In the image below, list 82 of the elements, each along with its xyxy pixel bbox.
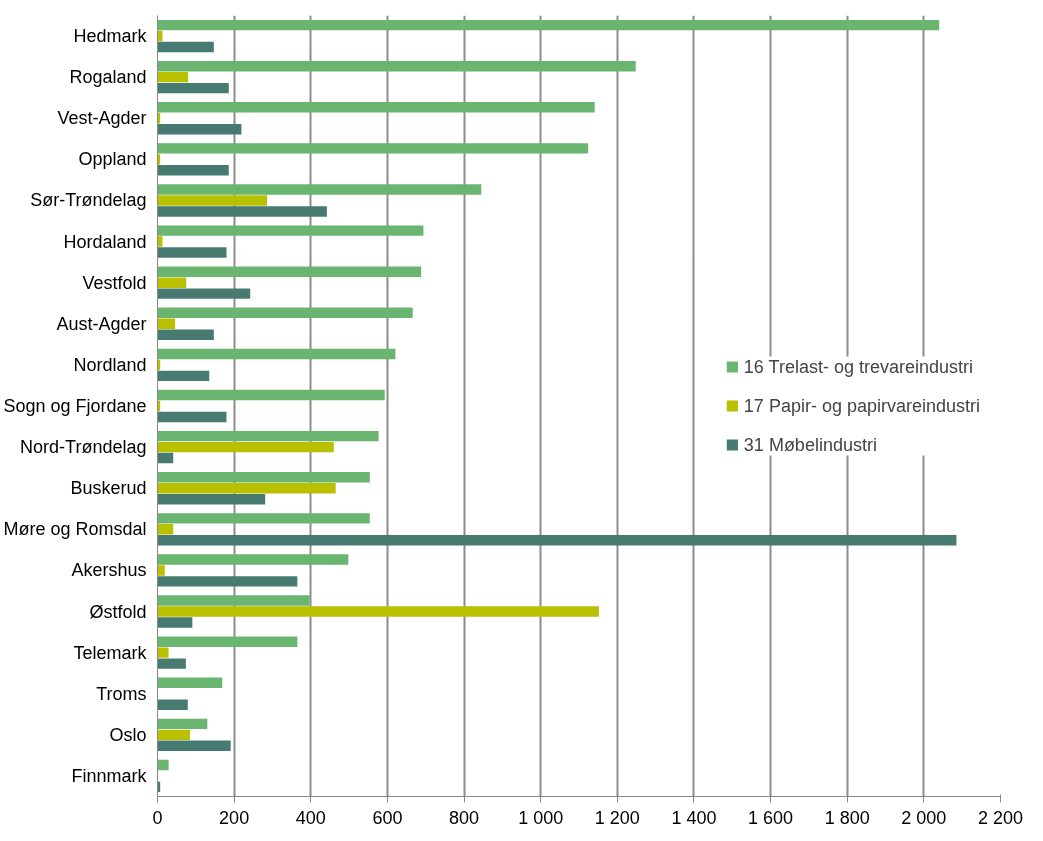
legend-label: 17 Papir- og papirvareindustri (743, 395, 980, 416)
bar (157, 82, 229, 94)
bar (157, 535, 957, 546)
x-tick-label: 800 (449, 807, 480, 828)
bar (157, 389, 385, 401)
x-tick-label: 1 000 (518, 807, 564, 828)
x-tick-label: 1 400 (671, 807, 717, 828)
y-tick-label: Oppland (78, 149, 147, 170)
bar (157, 472, 370, 483)
bar (157, 606, 599, 617)
bar (157, 225, 424, 236)
y-tick-label: Rogaland (69, 67, 147, 88)
bar (157, 143, 589, 154)
bar (157, 576, 298, 587)
bar (157, 699, 188, 710)
y-tick-label: Finnmark (71, 765, 148, 786)
bar (157, 524, 174, 535)
bar (157, 165, 229, 176)
bar (157, 195, 268, 206)
bar (157, 483, 336, 494)
y-tick-label: Vest-Agder (57, 108, 147, 129)
bar (157, 452, 174, 464)
bar (157, 759, 169, 771)
bar (157, 441, 334, 453)
bar (157, 206, 327, 217)
bar (157, 729, 191, 741)
x-tick-label: 2 200 (977, 807, 1024, 828)
legend-label: 31 Møbelindustri (743, 434, 877, 455)
bar (157, 740, 231, 752)
bar (157, 124, 242, 135)
y-tick-label: Aust-Agder (56, 313, 147, 334)
y-tick-label: Troms (96, 683, 147, 704)
x-tick-label: 1 800 (824, 807, 870, 828)
bar (157, 411, 227, 423)
bar (157, 318, 176, 329)
x-tick-label: 1 600 (748, 807, 794, 828)
x-tick-label: 200 (219, 807, 250, 828)
bar (157, 60, 636, 72)
y-tick-label: Telemark (73, 642, 148, 663)
y-tick-label: Vestfold (82, 272, 147, 293)
x-tick-label: 400 (295, 807, 326, 828)
bar (157, 348, 396, 360)
bar (157, 41, 214, 53)
bar (157, 718, 208, 730)
bar (157, 329, 214, 340)
bar (157, 184, 482, 195)
x-tick-label: 600 (372, 807, 403, 828)
bar (157, 266, 422, 277)
y-tick-label: Buskerud (70, 478, 147, 499)
x-tick-label: 1 200 (594, 807, 640, 828)
x-tick-label: 2 000 (901, 807, 947, 828)
bar (157, 647, 169, 658)
bar (157, 430, 379, 442)
bar (157, 636, 298, 647)
y-tick-label: Sør-Trøndelag (30, 190, 147, 211)
x-tick-label: 0 (152, 807, 163, 828)
bar (157, 370, 210, 382)
y-tick-label: Sogn og Fjordane (3, 396, 147, 416)
y-tick-label: Akershus (71, 560, 147, 581)
legend-label: 16 Trelast- og trevareindustri (743, 356, 973, 377)
bar (157, 288, 251, 299)
y-tick-label: Nordland (73, 354, 147, 375)
bar (157, 554, 349, 565)
bar (157, 247, 227, 258)
y-tick-label: Hordaland (63, 231, 147, 252)
y-tick-label: Nord-Trøndelag (20, 437, 147, 458)
y-tick-label: Hedmark (73, 26, 148, 47)
y-tick-label: Møre og Romsdal (3, 519, 147, 540)
bar (157, 277, 187, 288)
bar (157, 617, 193, 628)
bar (157, 493, 266, 505)
bar (157, 71, 189, 83)
y-tick-label: Oslo (109, 724, 147, 745)
bar (157, 307, 413, 319)
y-tick-label: Østfold (89, 601, 147, 622)
bar (157, 513, 370, 524)
bar (157, 595, 310, 606)
bar (157, 658, 186, 669)
bar (157, 565, 165, 576)
bar (157, 677, 223, 688)
bar (157, 102, 595, 113)
bar (157, 19, 940, 31)
